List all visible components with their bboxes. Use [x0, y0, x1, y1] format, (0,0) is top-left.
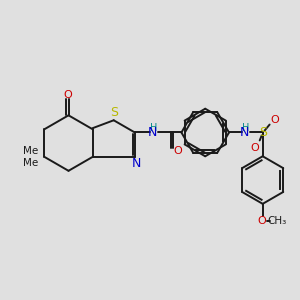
Text: CH₃: CH₃	[267, 216, 286, 226]
Text: N: N	[148, 126, 158, 139]
Text: S: S	[110, 106, 118, 119]
Text: S: S	[259, 126, 267, 139]
Text: O: O	[270, 115, 279, 124]
Text: N: N	[132, 158, 142, 170]
Text: O: O	[250, 143, 259, 153]
Text: O: O	[63, 89, 72, 100]
Text: Me: Me	[23, 158, 38, 168]
Text: Me: Me	[23, 146, 38, 156]
Text: H: H	[242, 122, 250, 133]
Text: N: N	[240, 126, 250, 139]
Text: O: O	[173, 146, 182, 156]
Text: H: H	[150, 122, 158, 133]
Text: O: O	[257, 216, 266, 226]
